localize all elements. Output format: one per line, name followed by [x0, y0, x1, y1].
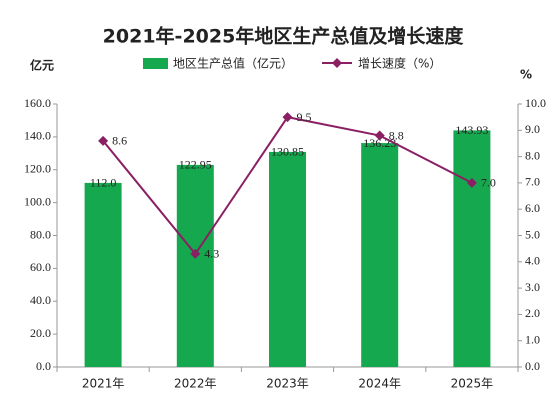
bar — [84, 182, 122, 367]
x-tick-label: 2022年 — [174, 377, 217, 391]
x-tick-label: 2023年 — [266, 377, 309, 391]
line-marker — [374, 130, 385, 141]
line-marker — [282, 112, 293, 123]
value-label: 8.8 — [389, 128, 404, 142]
y2-tick-label: 9.0 — [525, 122, 540, 136]
y2-tick-label: 0.0 — [525, 359, 540, 373]
y-tick-label: 120.0 — [24, 162, 51, 176]
y-tick-label: 80.0 — [30, 227, 51, 241]
y2-tick-label: 7.0 — [525, 175, 540, 189]
y-tick-label: 60.0 — [30, 260, 51, 274]
y2-axis-label: % — [520, 68, 532, 82]
value-label: 130.85 — [271, 145, 304, 159]
x-tick-label: 2025年 — [451, 377, 494, 391]
line-marker — [466, 177, 477, 188]
legend-label: 地区生产总值（亿元） — [173, 56, 293, 71]
y-tick-label: 0.0 — [36, 359, 51, 373]
bar — [453, 130, 491, 367]
y-tick-label: 140.0 — [24, 129, 51, 143]
line-marker — [98, 135, 109, 146]
chart-title: 2021年-2025年地区生产总值及增长速度 — [103, 25, 465, 48]
legend-label: 增长速度（%） — [358, 56, 441, 71]
value-label: 9.5 — [297, 110, 312, 124]
y-tick-label: 20.0 — [30, 326, 51, 340]
y-tick-label: 160.0 — [24, 96, 51, 110]
value-label: 4.3 — [204, 247, 219, 261]
y2-tick-label: 4.0 — [525, 254, 540, 268]
legend-swatch — [143, 58, 168, 69]
value-label: 8.6 — [112, 134, 127, 148]
bar — [269, 151, 306, 367]
bar — [176, 164, 214, 367]
y-tick-label: 40.0 — [30, 293, 51, 307]
value-label: 7.0 — [481, 176, 496, 190]
y2-tick-label: 2.0 — [525, 306, 540, 320]
y2-tick-label: 1.0 — [525, 332, 540, 346]
value-label: 112.0 — [90, 176, 117, 190]
y-tick-label: 100.0 — [24, 194, 51, 208]
y2-tick-label: 8.0 — [525, 148, 540, 162]
x-tick-label: 2021年 — [82, 377, 125, 391]
legend-swatch — [332, 58, 342, 68]
y2-tick-label: 6.0 — [525, 201, 540, 215]
y2-tick-label: 10.0 — [525, 96, 546, 110]
y2-tick-label: 3.0 — [525, 280, 540, 294]
bar — [361, 143, 399, 367]
value-label: 122.95 — [179, 158, 212, 172]
line-marker — [190, 248, 201, 259]
y2-tick-label: 5.0 — [525, 227, 540, 241]
y-axis-label: 亿元 — [30, 58, 54, 73]
value-label: 143.93 — [455, 123, 488, 137]
x-tick-label: 2024年 — [358, 377, 401, 391]
